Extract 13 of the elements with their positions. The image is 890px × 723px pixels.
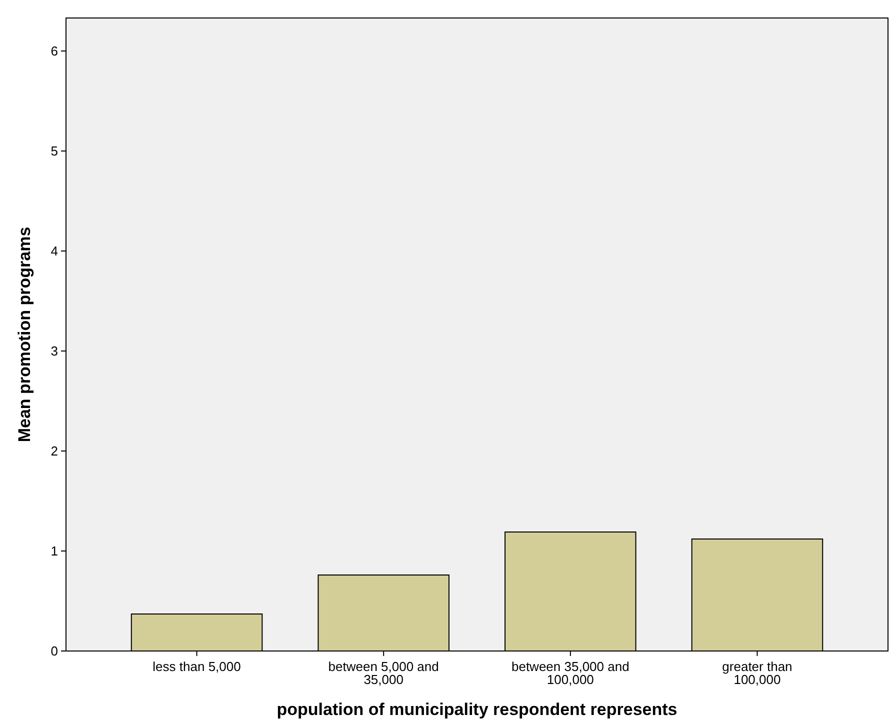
x-tick-label: between 5,000 and 35,000 (328, 659, 439, 687)
y-tick-label: 4 (50, 244, 58, 259)
y-tick-label: 3 (50, 344, 58, 359)
x-axis-title: population of municipality respondent represents (276, 700, 678, 719)
x-tick-label: between 35,000 and 100,000 (511, 659, 630, 687)
x-tick-label: less than 5,000 (152, 659, 241, 674)
y-tick-label: 0 (50, 644, 58, 659)
y-axis-title: Mean promotion programs (15, 226, 34, 442)
x-tick-label: greater than 100,000 (722, 659, 792, 687)
y-tick-label: 5 (50, 144, 58, 159)
y-tick-label: 6 (50, 44, 58, 59)
y-tick-label: 1 (50, 544, 58, 559)
y-tick-label: 2 (50, 444, 58, 459)
